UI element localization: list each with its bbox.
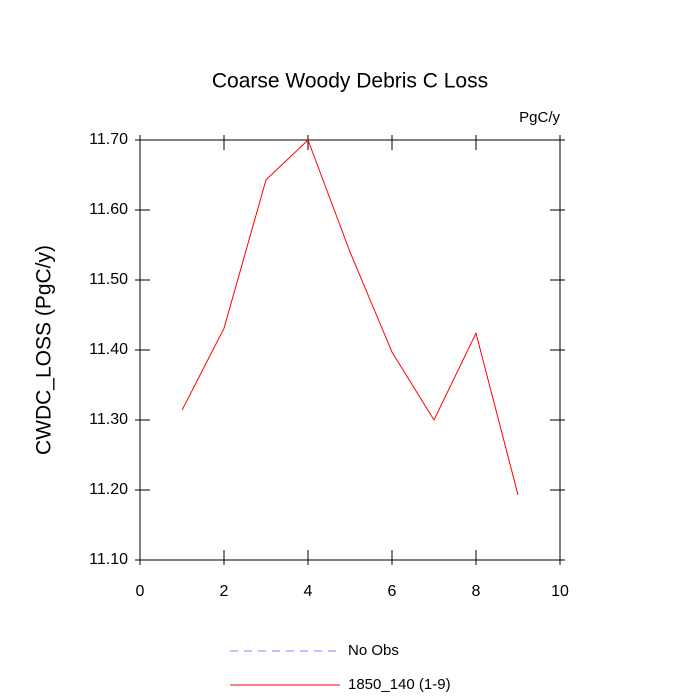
series-line bbox=[181, 139, 519, 496]
x-tick-label: 6 bbox=[388, 583, 397, 600]
units-label: PgC/y bbox=[519, 109, 560, 126]
x-tick-label: 0 bbox=[136, 583, 145, 600]
y-tick-label: 11.50 bbox=[89, 271, 128, 288]
y-tick-label: 11.30 bbox=[89, 411, 128, 428]
y-axis-label: CWDC_LOSS (PgC/y) bbox=[33, 245, 56, 455]
chart-title: Coarse Woody Debris C Loss bbox=[212, 70, 488, 93]
y-tick-label: 11.10 bbox=[89, 551, 128, 568]
x-tick-label: 2 bbox=[220, 583, 229, 600]
y-tick-label: 11.70 bbox=[89, 131, 128, 148]
y-tick-label: 11.60 bbox=[89, 201, 128, 218]
x-tick-label: 10 bbox=[551, 583, 569, 600]
legend-label: 1850_140 (1-9) bbox=[348, 676, 451, 693]
y-tick-label: 11.20 bbox=[89, 481, 128, 498]
x-tick-label: 8 bbox=[472, 583, 481, 600]
x-tick-label: 4 bbox=[304, 583, 313, 600]
plot-frame bbox=[139, 139, 561, 561]
y-tick-label: 11.40 bbox=[89, 341, 128, 358]
legend-label: No Obs bbox=[348, 642, 399, 659]
